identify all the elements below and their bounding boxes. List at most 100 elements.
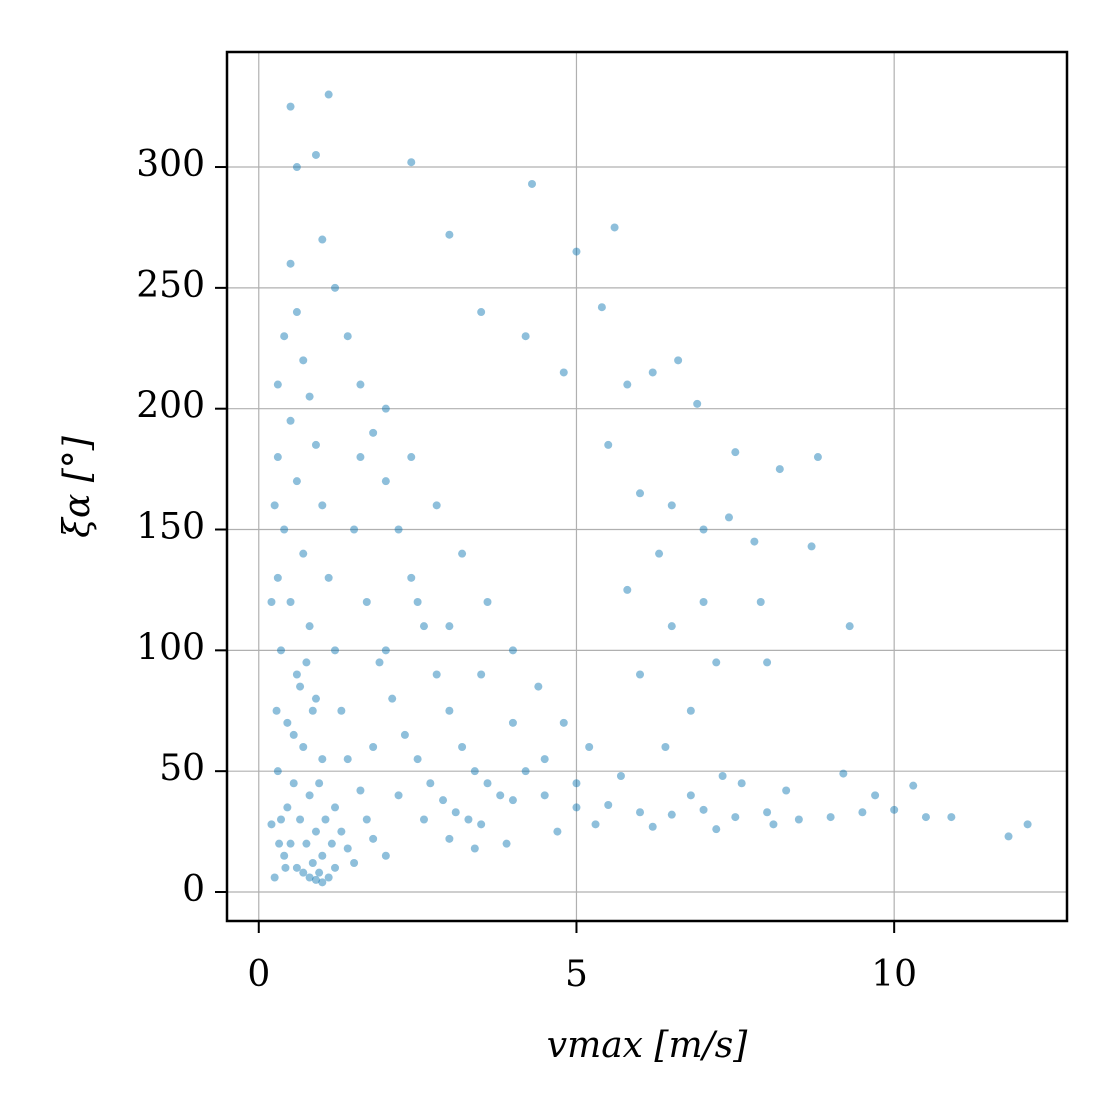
point — [737, 779, 746, 788]
point — [302, 658, 311, 667]
y-tick-label: 100 — [136, 627, 205, 668]
point — [375, 658, 384, 667]
point — [445, 834, 454, 843]
point — [286, 598, 295, 607]
point — [267, 598, 276, 607]
point — [273, 767, 282, 776]
point — [445, 706, 454, 715]
point — [661, 743, 670, 752]
point — [763, 808, 772, 817]
point — [477, 308, 486, 317]
point — [483, 598, 492, 607]
point — [636, 489, 645, 498]
point — [871, 791, 880, 800]
point — [394, 525, 403, 534]
point — [616, 772, 625, 781]
point — [839, 769, 848, 778]
point — [321, 815, 330, 824]
point — [318, 235, 327, 244]
point — [280, 525, 289, 534]
point — [280, 851, 289, 860]
point — [337, 827, 346, 836]
point — [286, 102, 295, 111]
point — [527, 179, 536, 188]
point — [267, 820, 276, 829]
point — [432, 670, 441, 679]
point — [394, 791, 403, 800]
plot-area — [227, 52, 1067, 921]
point — [407, 573, 416, 582]
y-tick-label: 150 — [136, 507, 205, 548]
point — [521, 332, 530, 341]
point — [445, 230, 454, 239]
point — [686, 791, 695, 800]
point — [292, 863, 301, 872]
point — [413, 598, 422, 607]
point — [273, 380, 282, 389]
point — [508, 718, 517, 727]
point — [458, 549, 467, 558]
point — [458, 743, 467, 752]
point — [270, 501, 279, 510]
point — [324, 573, 333, 582]
point — [693, 399, 702, 408]
point — [445, 622, 454, 631]
point — [324, 873, 333, 882]
x-tick-label: 5 — [565, 954, 588, 995]
point — [356, 380, 365, 389]
point — [343, 844, 352, 853]
point — [286, 839, 295, 848]
point — [280, 332, 289, 341]
point — [826, 813, 835, 822]
point — [731, 448, 740, 457]
point — [470, 844, 479, 853]
axes-frame — [225, 50, 1069, 923]
x-tick-label: 0 — [247, 954, 270, 995]
point — [858, 808, 867, 817]
point — [845, 622, 854, 631]
point — [315, 779, 324, 788]
point — [311, 694, 320, 703]
point — [350, 525, 359, 534]
point — [407, 158, 416, 167]
point — [305, 873, 314, 882]
point — [426, 779, 435, 788]
point — [286, 259, 295, 268]
point — [296, 815, 305, 824]
point — [1023, 820, 1032, 829]
point — [407, 453, 416, 462]
point — [553, 827, 562, 836]
point — [451, 808, 460, 817]
point — [281, 863, 290, 872]
point — [311, 875, 320, 884]
point — [286, 416, 295, 425]
point — [782, 786, 791, 795]
point — [572, 779, 581, 788]
point — [521, 767, 530, 776]
point — [318, 501, 327, 510]
point — [655, 549, 664, 558]
point — [369, 428, 378, 437]
point — [275, 839, 284, 848]
point — [623, 585, 632, 594]
point — [496, 791, 505, 800]
point — [686, 706, 695, 715]
point — [277, 815, 286, 824]
point — [559, 718, 568, 727]
point — [292, 163, 301, 172]
y-tick-label: 50 — [159, 748, 205, 789]
point — [674, 356, 683, 365]
point — [604, 801, 613, 810]
point — [299, 743, 308, 752]
point — [712, 825, 721, 834]
point — [381, 851, 390, 860]
point — [502, 839, 511, 848]
point — [299, 549, 308, 558]
point — [337, 706, 346, 715]
point — [890, 805, 899, 814]
x-axis-label: vmax [m/s] — [547, 1025, 748, 1066]
point — [604, 440, 613, 449]
point — [724, 513, 733, 522]
point — [508, 796, 517, 805]
